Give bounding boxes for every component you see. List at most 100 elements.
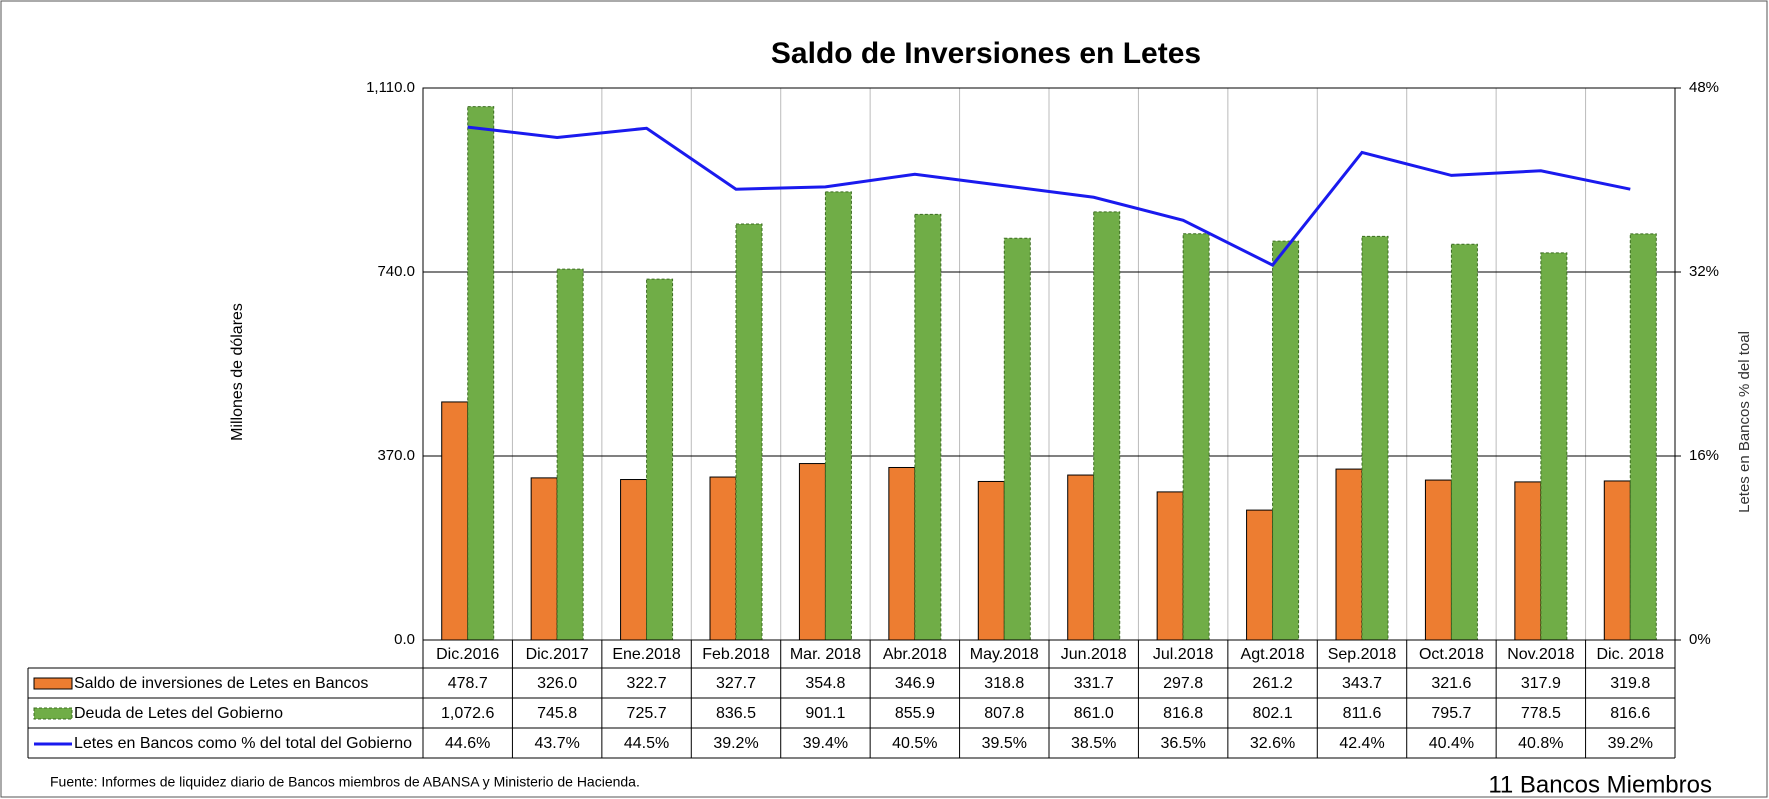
table-value: 36.5%	[1160, 735, 1205, 752]
bar	[556, 268, 584, 641]
bar	[1067, 474, 1095, 641]
table-value: 855.9	[895, 705, 935, 722]
table-value: 297.8	[1163, 675, 1203, 692]
table-value: 40.5%	[892, 735, 937, 752]
table-value: 816.8	[1163, 705, 1203, 722]
chart-title: Saldo de Inversiones en Letes	[771, 37, 1201, 70]
table-value: 322.7	[627, 675, 667, 692]
table-value: 802.1	[1253, 705, 1293, 722]
bar	[1182, 233, 1210, 641]
annotation: 11 Bancos Miembros	[1488, 771, 1712, 798]
y2-tick-label: 32%	[1689, 263, 1719, 280]
x-tick-label: Jun.2018	[1061, 646, 1127, 663]
bar	[1003, 237, 1031, 641]
x-tick-label: Agt.2018	[1241, 646, 1305, 663]
table-value: 39.2%	[713, 735, 758, 752]
bar	[1629, 233, 1657, 641]
table-value: 811.6	[1343, 705, 1382, 722]
x-tick-label: Dic.2016	[436, 646, 499, 663]
table-value: 778.5	[1521, 705, 1561, 722]
x-tick-label: Jul.2018	[1153, 646, 1214, 663]
bar	[620, 479, 648, 641]
y-tick-label: 1,110.0	[366, 79, 415, 96]
x-tick-label: Oct.2018	[1419, 646, 1484, 663]
table-value: 32.6%	[1250, 735, 1295, 752]
x-tick-label: Ene.2018	[612, 646, 681, 663]
bar	[1450, 243, 1478, 641]
x-tick-label: Dic. 2018	[1596, 646, 1664, 663]
y-tick-label: 0.0	[394, 631, 415, 648]
table-value: 807.8	[984, 705, 1024, 722]
bar	[530, 477, 558, 641]
table-value: 38.5%	[1071, 735, 1116, 752]
table-value: 42.4%	[1339, 735, 1384, 752]
line	[467, 125, 1631, 267]
bar	[1514, 481, 1542, 641]
bar	[977, 480, 1005, 641]
table-value: 40.4%	[1429, 735, 1474, 752]
bar	[646, 278, 674, 641]
x-tick-label: Dic.2017	[526, 646, 589, 663]
bar	[888, 466, 916, 641]
table-value: 321.6	[1431, 675, 1471, 692]
table-value: 795.7	[1431, 705, 1471, 722]
table-value: 39.2%	[1608, 735, 1653, 752]
table-value: 725.7	[627, 705, 667, 722]
x-tick-label: Mar. 2018	[790, 646, 861, 663]
table-value: 861.0	[1074, 705, 1114, 722]
table-value: 331.7	[1074, 675, 1114, 692]
table-value: 478.7	[448, 675, 488, 692]
bar	[1540, 252, 1568, 641]
table-value: 901.1	[805, 705, 845, 722]
table-value: 327.7	[716, 675, 756, 692]
x-tick-label: Nov.2018	[1507, 646, 1574, 663]
y2-tick-label: 48%	[1689, 79, 1719, 96]
bar	[1156, 491, 1184, 641]
bar	[1424, 479, 1452, 641]
x-tick-label: Sep.2018	[1328, 646, 1397, 663]
table-value: 317.9	[1521, 675, 1561, 692]
bar	[824, 191, 852, 641]
table-value: 39.4%	[803, 735, 848, 752]
y-tick-label: 740.0	[377, 263, 415, 280]
y-tick-label: 370.0	[377, 447, 415, 464]
bar	[1361, 235, 1389, 641]
table-value: 40.8%	[1518, 735, 1563, 752]
table-value: 816.6	[1610, 705, 1650, 722]
bar	[1093, 211, 1121, 641]
y2-tick-label: 16%	[1689, 447, 1719, 464]
x-tick-label: Abr.2018	[883, 646, 947, 663]
legend-swatch	[33, 677, 73, 690]
source-note: Fuente: Informes de liquidez diario de B…	[50, 774, 640, 790]
table-value: 261.2	[1253, 675, 1293, 692]
table-value: 318.8	[984, 675, 1024, 692]
bar	[1246, 509, 1274, 641]
table-value: 319.8	[1610, 675, 1650, 692]
table-value: 1,072.6	[441, 705, 494, 722]
table-value: 44.6%	[445, 735, 490, 752]
table-value: 326.0	[537, 675, 577, 692]
bar	[1272, 240, 1300, 641]
x-tick-label: May.2018	[970, 646, 1039, 663]
table-value: 44.5%	[624, 735, 669, 752]
bar	[467, 106, 495, 641]
legend-label: Saldo de inversiones de Letes en Bancos	[74, 675, 368, 692]
table-value: 43.7%	[534, 735, 579, 752]
x-tick-label: Feb.2018	[702, 646, 770, 663]
legend-label: Deuda de Letes del Gobierno	[74, 705, 283, 722]
table-value: 39.5%	[982, 735, 1027, 752]
bar	[709, 476, 737, 641]
table-value: 354.8	[805, 675, 845, 692]
table-value: 346.9	[895, 675, 935, 692]
bar	[441, 401, 469, 641]
y2-tick-label: 0%	[1689, 631, 1711, 648]
legend-label: Letes en Bancos como % del total del Gob…	[74, 735, 412, 752]
table-value: 343.7	[1342, 675, 1382, 692]
bar	[1335, 468, 1363, 641]
y-axis-label: Millones de dólares	[229, 303, 246, 441]
y2-axis-label: Letes en Bancos % del toal	[1736, 331, 1753, 513]
legend-swatch	[33, 707, 73, 720]
table-value: 745.8	[537, 705, 577, 722]
bar	[1603, 480, 1631, 641]
